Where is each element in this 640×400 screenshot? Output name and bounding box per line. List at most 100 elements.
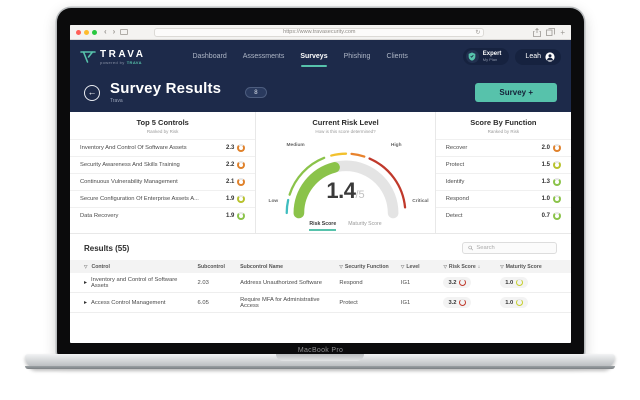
forward-nav-icon[interactable]: › [112, 27, 116, 36]
tab-maturity-score[interactable]: Maturity Score [348, 220, 382, 227]
score-ring-icon [459, 299, 467, 306]
score-ring-icon [237, 143, 246, 152]
list-item: Detect 0.7 [435, 206, 571, 224]
gauge-svg [285, 152, 406, 218]
refresh-icon[interactable]: ↻ [475, 29, 481, 36]
page-header: ← Survey Results Trava 8 Survey + [70, 73, 571, 112]
sidebar-icon[interactable] [120, 29, 129, 35]
expand-row-icon[interactable]: ▸ [84, 280, 88, 286]
column-header-subcontrol[interactable]: Subcontrol [197, 263, 225, 270]
column-header-level[interactable]: ▽ Level [400, 263, 420, 270]
minimize-window-button[interactable] [84, 29, 89, 35]
expert-plan-pill[interactable]: Expert My Plan [462, 48, 510, 65]
filter-icon[interactable]: ▽ [84, 263, 88, 269]
survey-count-badge: 8 [245, 87, 267, 98]
score-ring-icon [237, 177, 246, 186]
laptop-base [25, 354, 615, 369]
filter-icon[interactable]: ▽ [400, 263, 405, 269]
back-nav-icon[interactable]: ‹ [104, 27, 107, 36]
function-subtitle: Ranked by Risk [487, 128, 520, 134]
score-ring-icon [515, 299, 523, 306]
summary-panels: Top 5 Controls Ranked by Risk Inventory … [70, 112, 571, 234]
nav-item-surveys[interactable]: Surveys [299, 49, 328, 64]
top5-subtitle: Ranked by Risk [146, 128, 179, 134]
share-icon[interactable] [533, 27, 542, 37]
main-menu: Dashboard Assessments Surveys Phishing C… [191, 49, 408, 64]
expert-plan-label: My Plan [482, 56, 498, 62]
address-bar[interactable]: https://www.travasecurity.com ↻ [154, 27, 485, 37]
column-header-control[interactable]: ▽ Control [84, 263, 110, 270]
brand-powered-by: powered by TRAVA [100, 59, 142, 65]
score-ring-icon [237, 160, 246, 169]
score-ring-icon [552, 211, 561, 220]
maturity-score-pill: 1.0 [500, 297, 528, 308]
filter-icon[interactable]: ▽ [339, 263, 343, 269]
column-header-security-function[interactable]: ▽ Security Function [339, 263, 389, 270]
list-item: Respond 1.0 [435, 189, 571, 207]
score-ring-icon [552, 194, 561, 203]
risk-score-pill: 3.2 [443, 297, 472, 308]
new-survey-button[interactable]: Survey + [475, 83, 557, 102]
risk-gauge: Low Medium High Critical 1.4/5 [269, 136, 429, 220]
app-navbar: TRAVA powered by TRAVA Dashboard Assessm… [70, 40, 571, 73]
list-item: Recover 2.0 [435, 138, 571, 156]
browser-toolbar-icons: + [533, 27, 565, 37]
new-tab-icon[interactable]: + [560, 27, 565, 37]
results-table: ▽ Control Subcontrol Subcontrol Name ▽ S… [70, 260, 571, 313]
top5-title: Top 5 Controls [136, 118, 189, 127]
device-label: MacBook Pro [297, 347, 344, 354]
table-row[interactable]: ▸ Inventory and Control of Software Asse… [70, 273, 571, 293]
current-risk-panel: Current Risk Level How is this score det… [255, 112, 436, 233]
nav-item-dashboard[interactable]: Dashboard [192, 53, 227, 60]
filter-icon[interactable]: ▽ [500, 263, 504, 269]
top5-list: Inventory And Control Of Software Assets… [70, 138, 256, 224]
gauge-tabs: Risk Score Maturity Score [309, 220, 382, 231]
trava-logo[interactable]: TRAVA powered by TRAVA [80, 49, 145, 65]
score-by-function-panel: Score By Function Ranked by Risk Recover… [435, 112, 571, 233]
results-title: Results (55) [84, 243, 130, 253]
zoom-window-button[interactable] [92, 29, 97, 35]
user-avatar-icon [545, 51, 555, 62]
score-ring-icon [237, 211, 246, 220]
tab-risk-score[interactable]: Risk Score [309, 221, 337, 231]
table-header-row: ▽ Control Subcontrol Subcontrol Name ▽ S… [70, 260, 571, 273]
user-menu[interactable]: Leah [515, 48, 561, 65]
search-input[interactable] [476, 245, 551, 251]
column-header-maturity-score[interactable]: ▽ Maturity Score [500, 263, 542, 270]
laptop-base-edge [25, 366, 615, 369]
list-item: Protect 1.5 [435, 155, 571, 173]
expert-shield-badge [465, 50, 479, 63]
list-item: Identify 1.3 [435, 172, 571, 190]
score-ring-icon [552, 160, 561, 169]
expand-row-icon[interactable]: ▸ [84, 300, 88, 306]
laptop-screen-bezel: ‹ › https://www.travasecurity.com ↻ + [57, 8, 584, 356]
column-header-risk-score[interactable]: ▽ Risk Score ↓ [443, 263, 481, 270]
shield-icon [468, 52, 476, 61]
user-name: Leah [525, 53, 541, 60]
back-button[interactable]: ← [84, 84, 100, 101]
table-row[interactable]: ▸ Access Control Management 6.05 Require… [70, 293, 571, 313]
search-box[interactable] [462, 242, 557, 254]
gauge-label-medium: Medium [286, 142, 305, 148]
close-window-button[interactable] [76, 29, 81, 35]
column-header-subcontrol-name[interactable]: Subcontrol Name [240, 263, 284, 270]
function-title: Score By Function [470, 118, 537, 127]
list-item: Inventory And Control Of Software Assets… [70, 138, 256, 156]
nav-item-assessments[interactable]: Assessments [242, 53, 285, 60]
gauge-label-high: High [390, 142, 402, 148]
nav-item-clients[interactable]: Clients [386, 53, 408, 60]
page-title: Survey Results [110, 80, 222, 98]
risk-subtitle-link[interactable]: How is this score determined? [315, 128, 376, 134]
brand-name: TRAVA [100, 48, 146, 60]
filter-icon[interactable]: ▽ [443, 263, 447, 269]
window-controls[interactable] [76, 29, 97, 35]
score-ring-icon [552, 143, 561, 152]
tabs-overview-icon[interactable] [546, 28, 556, 36]
sort-desc-icon[interactable]: ↓ [477, 263, 481, 270]
score-ring-icon [515, 279, 523, 286]
score-ring-icon [237, 194, 246, 203]
nav-item-phishing[interactable]: Phishing [343, 53, 371, 60]
risk-title: Current Risk Level [312, 118, 379, 127]
list-item: Data Recovery 1.9 [70, 206, 256, 224]
top5-controls-panel: Top 5 Controls Ranked by Risk Inventory … [70, 112, 256, 233]
